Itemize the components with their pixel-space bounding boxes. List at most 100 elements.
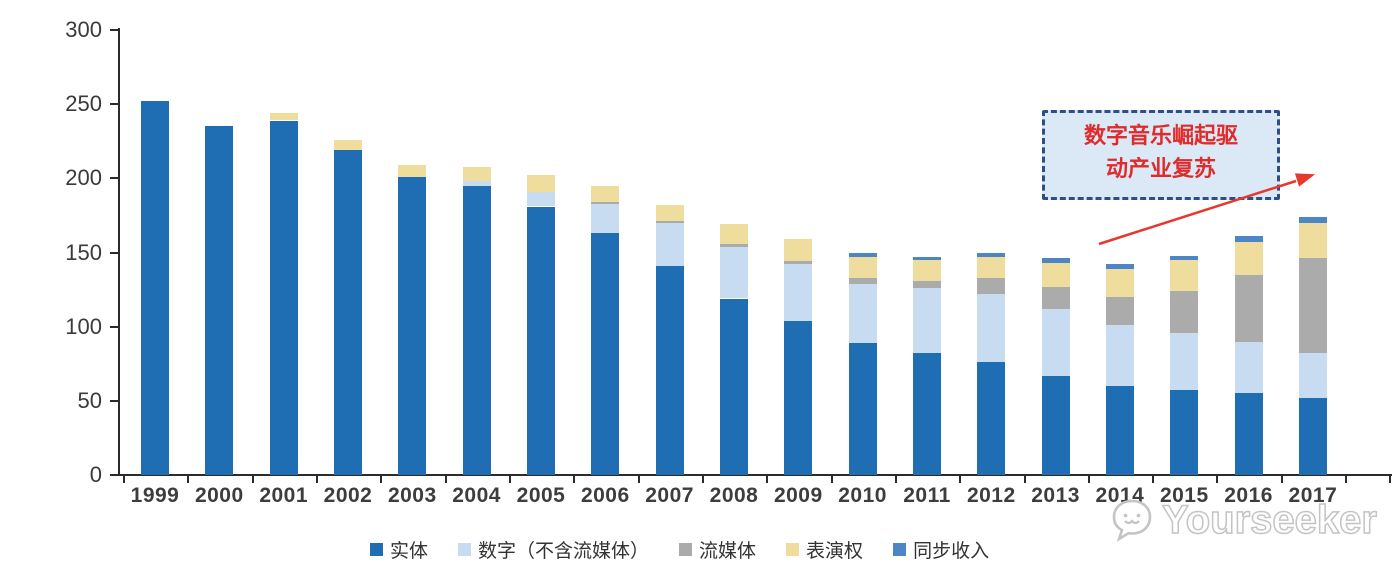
bar-segment (913, 256, 941, 260)
bar-segment (977, 277, 1006, 294)
y-axis-tick (110, 325, 118, 328)
y-axis-tick-label: 100 (65, 313, 102, 339)
bar-segment (527, 175, 555, 192)
annotation-line-1: 数字音乐崛起驱 (1083, 123, 1238, 148)
bar-segment (1170, 291, 1199, 333)
x-axis-tick (508, 476, 511, 483)
bar-segment (655, 221, 684, 223)
x-axis-tick (251, 476, 254, 483)
bar-segment (1170, 259, 1199, 292)
bar-segment (1170, 390, 1199, 475)
bar-segment (720, 224, 748, 244)
y-axis-tick-label: 150 (65, 239, 102, 265)
bar-segment (1298, 222, 1327, 259)
legend-swatch-icon (893, 543, 907, 556)
bar-segment (462, 181, 491, 186)
bar-segment (655, 265, 684, 476)
bar-segment (913, 259, 941, 281)
x-axis-tick (637, 476, 640, 483)
bar-segment (462, 166, 491, 182)
chart-legend: 实体 数字（不含流媒体） 流媒体 表演权 同步收入 (370, 536, 989, 563)
bar-segment (591, 203, 620, 234)
y-axis-tick (110, 29, 118, 31)
y-axis-tick (110, 474, 118, 476)
bar-segment (1041, 308, 1070, 376)
x-axis-category-label: 2002 (323, 484, 373, 507)
x-axis-tick (380, 476, 383, 483)
y-axis-tick-label: 200 (65, 165, 102, 191)
bar-segment (591, 233, 620, 475)
bar-segment (913, 288, 941, 354)
bar-segment (784, 264, 813, 321)
y-axis-tick (110, 399, 118, 402)
x-axis-tick (315, 476, 318, 483)
legend-item: 同步收入 (893, 536, 989, 563)
x-axis-tick (766, 476, 769, 483)
bar-segment (655, 222, 684, 266)
bar-segment (1105, 325, 1134, 386)
bar-segment (269, 120, 298, 475)
bar-segment (848, 252, 877, 257)
x-axis-category-label: 2006 (580, 484, 630, 507)
x-axis-category-label: 2017 (1288, 484, 1338, 507)
legend-item: 数字（不含流媒体） (458, 536, 649, 563)
x-axis-category-label: 2011 (903, 484, 951, 507)
bar-segment (205, 126, 234, 475)
bar-segment (1105, 268, 1134, 297)
bar-segment (720, 298, 748, 475)
x-axis-line (118, 474, 1392, 476)
legend-swatch-icon (370, 543, 383, 556)
y-axis-tick (110, 103, 118, 106)
watermark: Yourseeker (1106, 494, 1378, 546)
bar-segment (269, 113, 298, 121)
y-axis-tick (110, 177, 118, 180)
bar-segment (398, 176, 427, 475)
x-axis-tick (1087, 476, 1090, 483)
bar-segment (1298, 353, 1327, 398)
bar-segment (141, 101, 169, 475)
x-axis-tick (830, 476, 833, 483)
x-axis-category-label: 2015 (1159, 484, 1209, 507)
x-axis-category-label: 2003 (387, 484, 437, 507)
bar-segment (1170, 332, 1199, 391)
bar-segment (1041, 375, 1070, 475)
bar-segment (1170, 255, 1199, 260)
x-axis-tick (444, 476, 447, 483)
x-axis-tick (959, 476, 962, 483)
x-axis-tick (187, 476, 190, 483)
cat-speech-bubble-logo-icon (1112, 499, 1152, 542)
bar-segment (848, 256, 877, 278)
bar-segment (848, 277, 877, 284)
bar-segment (591, 202, 620, 204)
x-axis-tick (1023, 476, 1026, 483)
x-axis-tick (1345, 476, 1348, 483)
bar-segment (462, 185, 491, 476)
bar-segment (334, 150, 362, 475)
bar-segment (1234, 242, 1263, 275)
x-axis-tick (1152, 476, 1155, 483)
bar-segment (1298, 258, 1327, 354)
y-axis-line (118, 28, 120, 476)
x-axis-tick (122, 476, 125, 483)
bar-segment (720, 243, 748, 247)
legend-label: 数字（不含流媒体） (478, 541, 650, 562)
bar-segment (784, 261, 813, 265)
bar-segment (334, 139, 362, 151)
y-axis-tick-label: 50 (77, 387, 102, 413)
legend-item: 流媒体 (679, 536, 756, 563)
bar-segment (848, 283, 877, 343)
bar-segment (527, 206, 555, 475)
bar-segment (1041, 258, 1070, 263)
bar-segment (655, 205, 684, 222)
bar-segment (913, 353, 941, 475)
x-axis-tick (1389, 476, 1391, 483)
legend-swatch-icon (786, 543, 800, 556)
y-axis-tick-label: 300 (65, 17, 102, 42)
x-axis-category-label: 2010 (838, 484, 887, 507)
x-axis-category-label: 2005 (516, 484, 566, 507)
annotation-callout: 数字音乐崛起驱 动产业复苏 (1042, 110, 1280, 200)
x-axis-category-label: 2000 (194, 484, 244, 507)
bar-segment (1105, 386, 1134, 475)
legend-item: 表演权 (786, 536, 863, 563)
bar-segment (784, 239, 813, 262)
